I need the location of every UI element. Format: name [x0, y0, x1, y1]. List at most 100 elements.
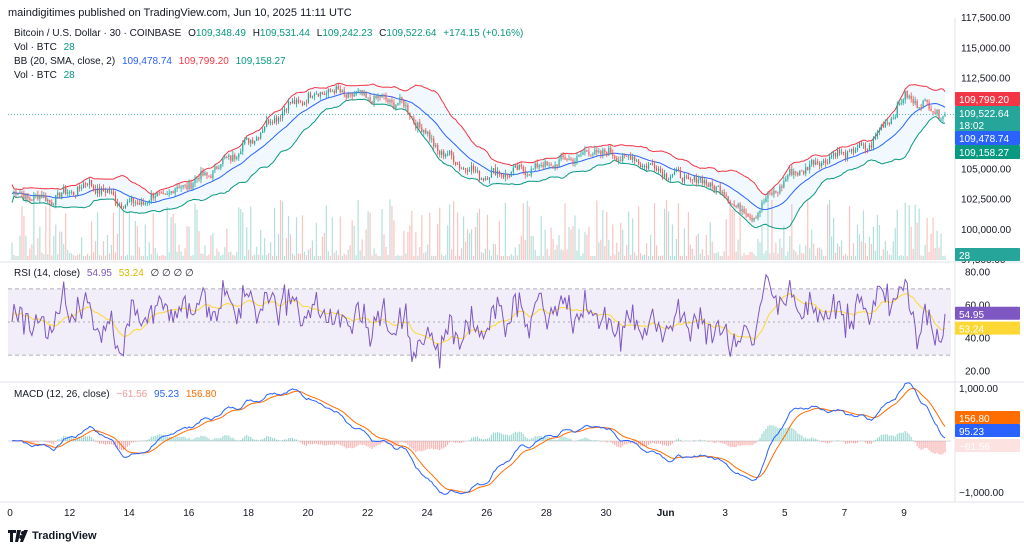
candle-body [375, 95, 377, 99]
candle-body [743, 209, 745, 213]
volume-bar [476, 212, 479, 260]
macd-histogram-bar [642, 441, 644, 447]
candle-body [749, 216, 751, 219]
volume-bar [496, 254, 498, 260]
macd-histogram-bar [584, 437, 586, 441]
macd-histogram-bar [287, 438, 290, 441]
candle-body [588, 151, 590, 155]
macd-histogram-bar [628, 441, 630, 444]
legend-vol-row[interactable]: Vol · BTC 28 [14, 42, 75, 53]
macd-histogram-bar [174, 437, 176, 441]
candle-body [226, 156, 228, 158]
candle-body [168, 193, 170, 195]
candle-body [172, 191, 174, 194]
candle-body [453, 155, 455, 163]
candle-body [848, 151, 851, 153]
volume-bar [230, 251, 232, 260]
candle-body [544, 161, 546, 167]
candle-body [582, 152, 584, 155]
macd-histogram-bar [353, 441, 355, 448]
macd-histogram-bar [441, 441, 443, 449]
macd-histogram-bar [717, 441, 719, 442]
candle-body [817, 161, 819, 164]
price-tag-bb-lower [955, 145, 1020, 159]
tradingview-icon [8, 530, 28, 542]
volume-bar [618, 251, 620, 260]
candle-body [279, 117, 282, 119]
volume-bar [369, 212, 371, 260]
candle-body [449, 150, 451, 155]
macd-histogram-bar [335, 441, 337, 445]
candle-body [160, 192, 162, 194]
candle-body [691, 179, 693, 181]
macd-histogram-bar [459, 441, 461, 444]
macd-histogram-bar [150, 436, 152, 441]
candle-body [190, 182, 192, 189]
candle-body [892, 118, 894, 120]
macd-histogram-bar [920, 441, 922, 450]
macd-histogram-bar [612, 441, 614, 444]
legend-rsi-row[interactable]: RSI (14, close) 54.95 53.24 ∅ ∅ ∅ ∅ [14, 268, 194, 279]
candle-body [924, 99, 926, 101]
macd-histogram-bar [295, 439, 298, 441]
candle-body [466, 169, 469, 172]
candle-body [313, 94, 315, 97]
candle-body [248, 138, 250, 144]
volume-bar [429, 212, 431, 260]
volume-bar [321, 236, 323, 260]
volume-bar [220, 255, 222, 260]
candle-body [842, 152, 845, 154]
candle-body [661, 171, 664, 178]
candle-body [289, 101, 292, 104]
macd-histogram-bar [890, 435, 892, 441]
macd-histogram-bar [669, 441, 672, 446]
candle-body [17, 193, 19, 195]
volume-bar [707, 254, 709, 260]
macd-histogram-bar [936, 441, 938, 453]
legend-macd-row[interactable]: MACD (12, 26, close) −61.56 95.23 156.80 [14, 389, 216, 400]
candle-body [264, 126, 266, 131]
volume-bar [29, 248, 31, 260]
macd-histogram-bar [190, 439, 192, 441]
volume-bar [926, 217, 928, 260]
volume-bar [836, 243, 839, 260]
candle-body [884, 122, 886, 128]
candle-body [630, 155, 632, 160]
volume-bar [335, 250, 337, 260]
candle-body [564, 157, 566, 160]
candle-body [687, 176, 689, 179]
macd-histogram-bar [576, 440, 578, 441]
macd-histogram-bar [546, 436, 548, 441]
candle-body [560, 155, 562, 160]
volume-bar [248, 249, 250, 260]
candle-body [31, 199, 33, 201]
volume-bar [63, 243, 65, 260]
candle-body [769, 192, 771, 194]
legend-vol2-row[interactable]: Vol · BTC 28 [14, 70, 75, 81]
volume-bar [154, 248, 156, 260]
candle-body [140, 201, 142, 205]
candle-body [628, 155, 630, 157]
candle-body [285, 109, 288, 111]
macd-histogram-bar [57, 439, 59, 441]
tradingview-logo[interactable]: TradingView [8, 530, 97, 542]
candle-body [729, 202, 731, 204]
macd-histogram-bar [447, 441, 449, 446]
time-axis-tick: 26 [481, 508, 493, 519]
legend-bb-row[interactable]: BB (20, SMA, close, 2) 109,478.74 109,79… [14, 56, 286, 67]
candle-body [315, 93, 317, 95]
candle-body [311, 96, 313, 98]
candle-body [646, 165, 648, 169]
volume-bar [596, 200, 598, 260]
time-axis-tick: 24 [422, 508, 434, 519]
macd-signal-tag-text: 156.80 [959, 414, 990, 425]
symbol-title[interactable]: Bitcoin / U.S. Dollar · 30 · COINBASE [14, 28, 182, 39]
volume-bar [626, 244, 628, 260]
candle-body [624, 155, 626, 157]
volume-bar [560, 249, 562, 260]
volume-bar [431, 255, 433, 260]
macd-histogram-bar [437, 441, 439, 450]
candle-body [232, 154, 234, 161]
macd-histogram-bar [649, 441, 652, 444]
